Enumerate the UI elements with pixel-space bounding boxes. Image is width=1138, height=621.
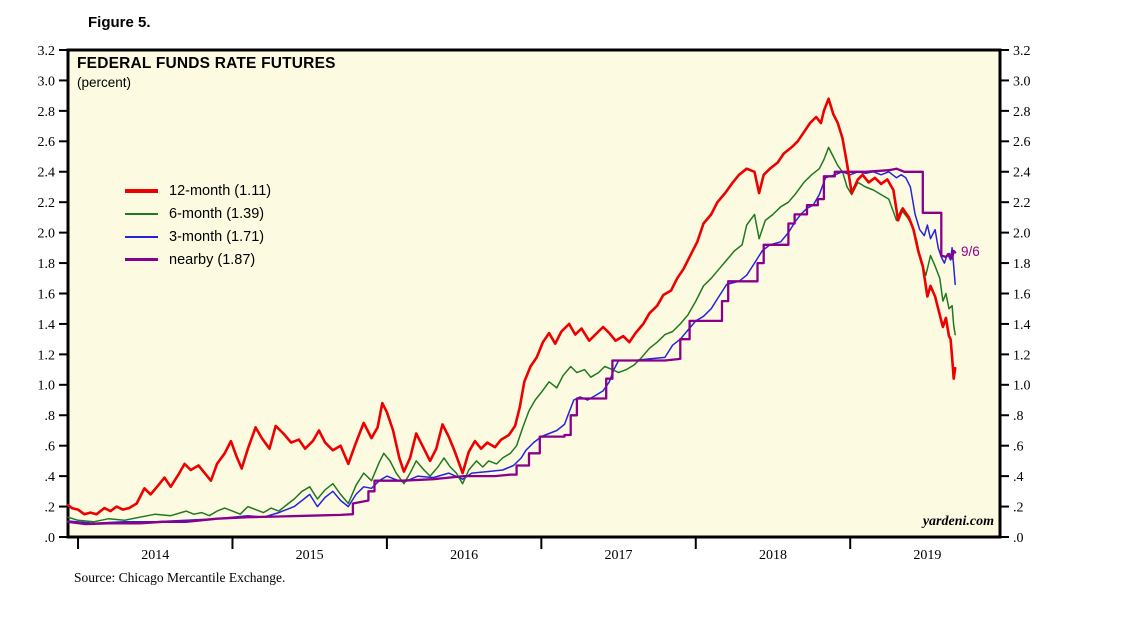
y-axis-label-left: .6 xyxy=(45,440,56,455)
x-axis-year-label: 2015 xyxy=(296,548,324,563)
y-axis-label-left: 2.0 xyxy=(38,227,56,242)
y-axis-label-left: 1.6 xyxy=(38,287,56,302)
y-axis-label-left: 1.8 xyxy=(38,257,56,272)
last-date-annotation: 9/6 xyxy=(961,244,980,259)
legend-item: nearby (1.87) xyxy=(125,248,271,271)
y-axis-label-left: 3.0 xyxy=(38,74,56,89)
y-axis-label-left: 1.4 xyxy=(38,318,56,333)
legend-item: 12-month (1.11) xyxy=(125,179,271,202)
legend-line-swatch xyxy=(125,235,158,238)
y-axis-label-right: 3.2 xyxy=(1013,44,1031,59)
y-axis-label-right: 1.6 xyxy=(1013,287,1031,302)
y-axis-label-right: .4 xyxy=(1013,470,1024,485)
y-axis-label-right: 2.0 xyxy=(1013,227,1031,242)
y-axis-label-left: 2.6 xyxy=(38,135,56,150)
y-axis-label-left: 1.2 xyxy=(38,348,56,363)
y-axis-label-left: 2.2 xyxy=(38,196,56,211)
legend-item: 6-month (1.39) xyxy=(125,202,271,225)
y-axis-label-right: 1.4 xyxy=(1013,318,1031,333)
y-axis-label-right: 2.8 xyxy=(1013,105,1031,120)
yardeni-watermark: yardeni.com xyxy=(922,514,994,529)
legend-line-swatch xyxy=(125,212,158,215)
chart-title: FEDERAL FUNDS RATE FUTURES xyxy=(77,55,336,72)
legend-item-label: 6-month (1.39) xyxy=(169,205,265,222)
x-axis-year-label: 2019 xyxy=(913,548,941,563)
chart-subtitle: (percent) xyxy=(77,75,132,90)
y-axis-label-left: .2 xyxy=(45,500,56,515)
x-axis-year-label: 2016 xyxy=(450,548,478,563)
y-axis-label-right: .0 xyxy=(1013,531,1024,546)
x-axis-year-label: 2017 xyxy=(605,548,633,563)
x-axis-year-label: 2018 xyxy=(759,548,787,563)
plot-frame xyxy=(66,48,1002,539)
y-axis-label-right: .8 xyxy=(1013,409,1024,424)
series-line-12-month xyxy=(66,97,957,516)
legend-item-label: nearby (1.87) xyxy=(169,251,256,268)
y-axis-label-left: .4 xyxy=(45,470,56,485)
y-axis-label-right: 2.6 xyxy=(1013,135,1031,150)
y-axis-label-left: 2.8 xyxy=(38,105,56,120)
legend-item: 3-month (1.71) xyxy=(125,225,271,248)
series-line-nearby xyxy=(66,167,957,526)
y-axis-label-left: .0 xyxy=(45,531,56,546)
y-axis-label-right: 1.0 xyxy=(1013,379,1031,394)
y-axis-label-right: 2.2 xyxy=(1013,196,1031,211)
x-axis-year-label: 2014 xyxy=(141,548,169,563)
legend-line-swatch xyxy=(125,188,158,193)
y-axis-label-right: .2 xyxy=(1013,500,1024,515)
y-axis-label-right: 1.2 xyxy=(1013,348,1031,363)
figure-label: Figure 5. xyxy=(88,14,151,31)
legend: 12-month (1.11) 6-month (1.39) 3-month (… xyxy=(125,179,271,271)
y-axis-label-right: 2.4 xyxy=(1013,166,1031,181)
legend-item-label: 3-month (1.71) xyxy=(169,228,265,245)
legend-item-label: 12-month (1.11) xyxy=(169,182,272,199)
legend-line-swatch xyxy=(125,258,158,261)
source-note: Source: Chicago Mercantile Exchange. xyxy=(74,570,286,585)
y-axis-label-left: 2.4 xyxy=(38,166,56,181)
y-axis-label-left: 3.2 xyxy=(38,44,56,59)
y-axis-label-right: 3.0 xyxy=(1013,74,1031,89)
y-axis-label-left: .8 xyxy=(45,409,56,424)
y-axis-label-right: 1.8 xyxy=(1013,257,1031,272)
y-axis-label-left: 1.0 xyxy=(38,379,56,394)
y-axis-label-right: .6 xyxy=(1013,440,1024,455)
